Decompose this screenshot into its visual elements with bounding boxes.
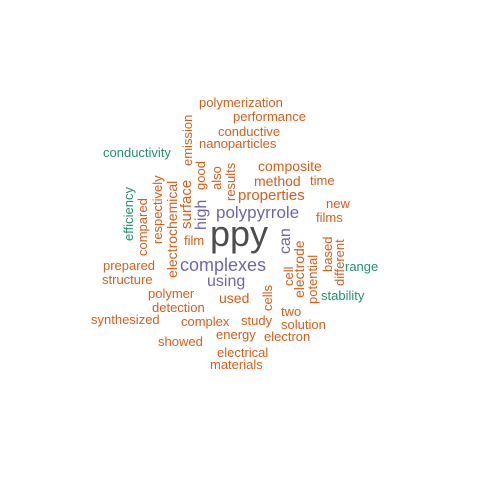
word-used: used [219,290,250,306]
word-potential: potential [305,254,320,304]
word-complexes: complexes [180,255,267,275]
word-films: films [316,210,343,225]
word-complex: complex [181,314,230,329]
word-nanoparticles: nanoparticles [199,136,277,151]
word-electrical: electrical [217,345,269,360]
word-energy: energy [216,327,256,342]
word-new: new [326,196,350,211]
word-study: study [241,313,273,328]
word-time: time [310,173,335,188]
word-two: two [281,304,302,319]
word-good: good [193,161,208,190]
word-solution: solution [281,317,326,332]
word-materials: materials [210,357,263,372]
word-stability: stability [321,288,365,303]
word-structure: structure [102,272,153,287]
word-range: range [345,259,379,274]
word-properties: properties [238,187,305,204]
word-cell: cell [281,266,296,286]
word-conductivity: conductivity [103,145,171,160]
word-polymer: polymer [148,286,195,301]
word-film: film [184,233,205,248]
word-compared: compared [135,198,150,256]
word-ppy: ppy [210,213,269,254]
word-efficiency: efficiency [121,187,136,241]
word-performance: performance [233,109,306,124]
word-method: method [254,173,301,189]
word-using: using [207,273,246,290]
word-showed: showed [158,334,203,349]
word-synthesized: synthesized [91,312,160,327]
word-prepared: prepared [103,258,156,273]
word-polypyrrole: polypyrrole [216,203,300,222]
word-results: results [223,162,238,201]
word-respectively: respectively [150,175,165,244]
word-emission: emission [180,114,195,166]
word-surface: surface [178,179,195,229]
word-also: also [209,166,224,190]
word-polymerization: polymerization [199,95,283,110]
word-electrochemical: electrochemical [164,180,180,278]
word-electron: electron [264,329,311,344]
word-composite: composite [258,158,322,174]
word-detection: detection [152,300,205,315]
word-cells: cells [260,284,275,311]
word-high: high [193,199,210,230]
word-conductive: conductive [218,124,281,139]
